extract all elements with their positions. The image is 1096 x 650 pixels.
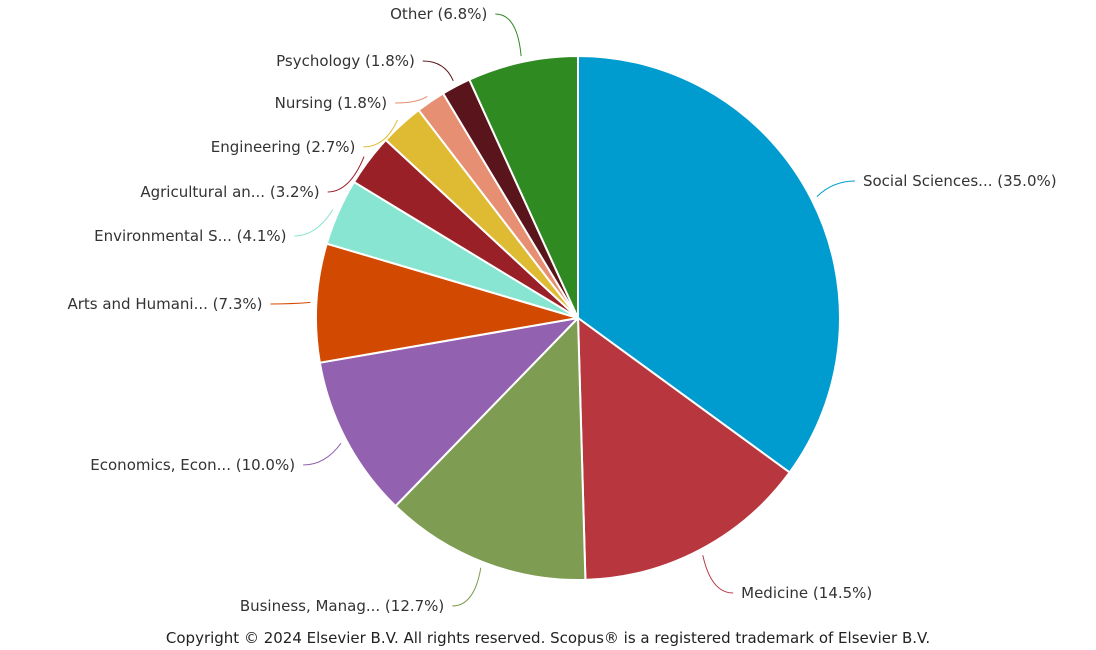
leader-lines xyxy=(270,13,855,607)
leader-line xyxy=(495,13,522,57)
leader-line xyxy=(327,156,365,193)
pie-slice-business-manag[interactable] xyxy=(394,317,587,581)
slice-label: Economics, Econ... (10.0%) xyxy=(90,456,295,474)
slice-label: Environmental S... (4.1%) xyxy=(94,227,286,245)
slice-label: Business, Manag... (12.7%) xyxy=(240,597,444,615)
pie-slice-arts-and-humani[interactable] xyxy=(315,242,579,364)
leader-line xyxy=(270,301,311,305)
copyright-notice: Copyright © 2024 Elsevier B.V. All right… xyxy=(166,629,930,647)
slice-labels: Social Sciences... (35.0%) Medicine (14.5… xyxy=(67,5,1056,615)
leader-line xyxy=(363,119,398,148)
slice-label: Agricultural an... (3.2%) xyxy=(140,183,319,201)
pie-slice-social-sciences[interactable] xyxy=(577,55,841,474)
slice-label: Arts and Humani... (7.3%) xyxy=(67,295,262,313)
leader-line xyxy=(452,567,482,607)
leader-line xyxy=(702,555,734,594)
pie-slice-economics-econ[interactable] xyxy=(318,317,579,508)
pie-slice-medicine[interactable] xyxy=(577,317,791,581)
slice-label: Other (6.8%) xyxy=(390,5,487,23)
slice-label: Nursing (1.8%) xyxy=(275,94,388,112)
slice-label: Psychology (1.8%) xyxy=(276,52,415,70)
leader-line xyxy=(395,96,428,104)
leader-line xyxy=(816,180,855,197)
slice-label: Social Sciences... (35.0%) xyxy=(863,172,1057,190)
leader-line xyxy=(294,209,334,237)
leader-line xyxy=(303,442,342,466)
slice-label: Medicine (14.5%) xyxy=(741,584,872,602)
pie-slices xyxy=(315,55,841,581)
pie-slice-other[interactable] xyxy=(468,55,579,319)
leader-line xyxy=(422,60,454,82)
slice-label: Engineering (2.7%) xyxy=(211,138,356,156)
